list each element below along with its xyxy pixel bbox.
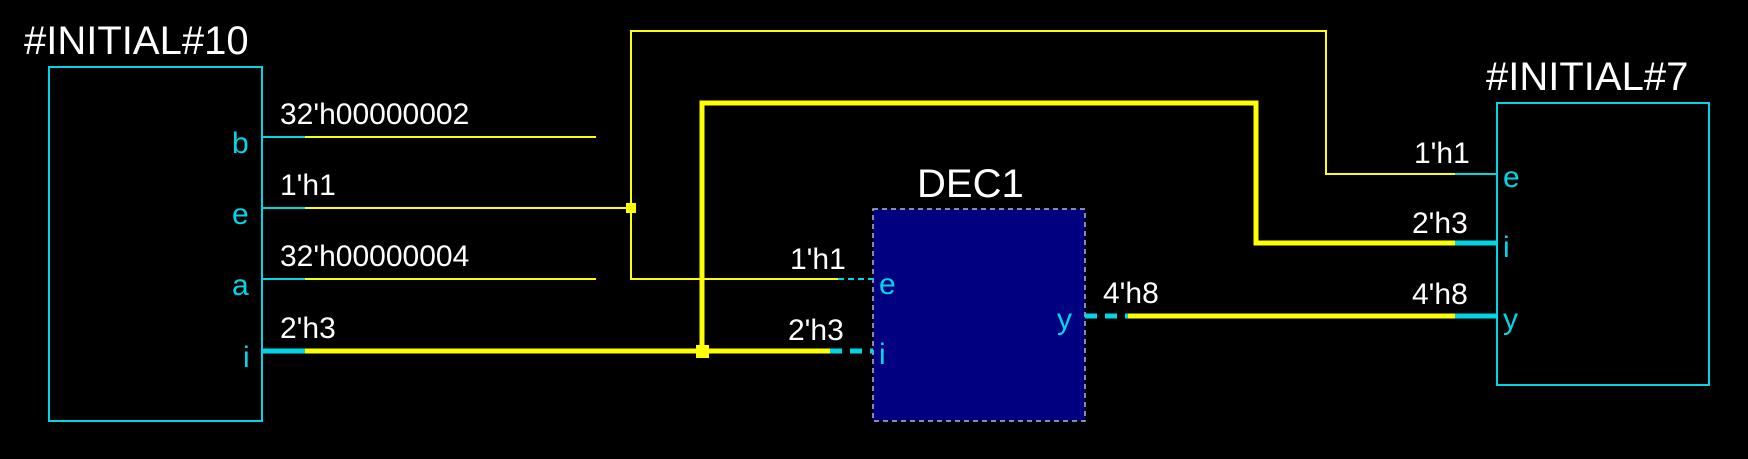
dec1-port-i-value: 2'h3	[788, 314, 844, 347]
dec1-port-e-label: e	[879, 268, 896, 301]
block-initial10[interactable]: #INITIAL#10 b 32'h00000002 e 1'h1 a 32'h…	[24, 19, 469, 422]
wire-e-net-to-initial7	[630, 30, 1455, 208]
initial10-title: #INITIAL#10	[24, 19, 249, 63]
initial10-port-e-label: e	[232, 198, 249, 231]
initial10-box[interactable]	[48, 66, 263, 422]
wire-e-net-to-dec1	[630, 208, 838, 280]
initial10-port-e-value: 1'h1	[280, 169, 336, 202]
initial7-port-i-value: 2'h3	[1412, 207, 1468, 240]
block-dec1[interactable]: DEC1 1'h1 e 2'h3 i y 4'h8	[788, 162, 1159, 422]
dec1-port-e-value: 1'h1	[790, 243, 846, 276]
wire-i-net-to-initial7	[699, 100, 1455, 351]
initial7-port-e-label: e	[1503, 161, 1520, 194]
junction-dot-e	[626, 203, 636, 213]
dec1-port-i-label: i	[879, 338, 886, 371]
block-initial7[interactable]: #INITIAL#7 1'h1 e 2'h3 i 4'h8 y	[1412, 55, 1710, 386]
initial10-port-i-label: i	[243, 341, 250, 374]
initial7-title: #INITIAL#7	[1486, 55, 1688, 99]
initial7-port-e-value: 1'h1	[1414, 137, 1470, 170]
junction-dot-i	[696, 345, 709, 358]
initial7-box[interactable]	[1496, 102, 1710, 386]
dec1-title: DEC1	[917, 162, 1024, 206]
initial10-port-a-value: 32'h00000004	[280, 240, 469, 273]
initial10-port-a-label: a	[232, 269, 249, 302]
initial10-port-b-value: 32'h00000002	[280, 98, 469, 131]
initial10-port-b-label: b	[232, 127, 249, 160]
wires	[305, 30, 1455, 358]
dec1-port-y-value: 4'h8	[1103, 277, 1159, 310]
initial7-port-y-value: 4'h8	[1412, 278, 1468, 311]
dec1-box[interactable]	[872, 208, 1086, 422]
initial7-port-i-label: i	[1503, 231, 1510, 264]
initial10-port-i-value: 2'h3	[280, 312, 336, 345]
initial7-port-y-label: y	[1503, 303, 1518, 336]
dec1-port-y-label: y	[1057, 303, 1072, 336]
